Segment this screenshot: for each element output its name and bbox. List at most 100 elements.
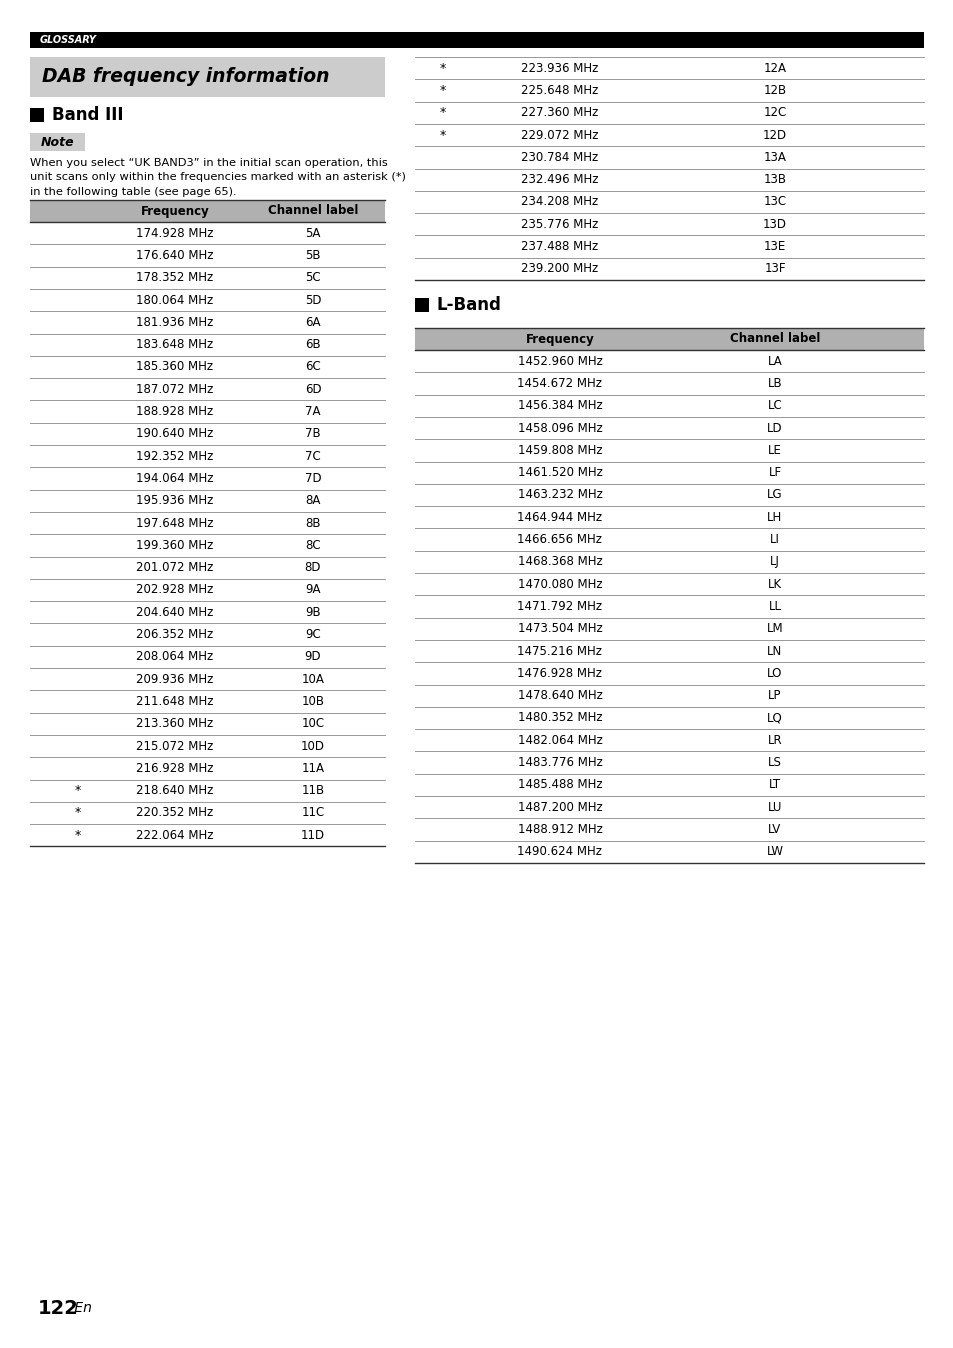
- Text: Channel label: Channel label: [268, 205, 357, 217]
- Text: 213.360 MHz: 213.360 MHz: [136, 717, 213, 731]
- Bar: [30, 57, 385, 97]
- Text: Frequency: Frequency: [140, 205, 209, 217]
- Text: 188.928 MHz: 188.928 MHz: [136, 404, 213, 418]
- Text: 180.064 MHz: 180.064 MHz: [136, 294, 213, 306]
- Text: 6C: 6C: [305, 360, 320, 373]
- Text: 1464.944 MHz: 1464.944 MHz: [517, 511, 602, 524]
- Text: 6B: 6B: [305, 338, 320, 350]
- Text: 1458.096 MHz: 1458.096 MHz: [517, 422, 601, 434]
- Text: L-Band: L-Band: [436, 297, 501, 314]
- Text: 13C: 13C: [762, 195, 785, 209]
- Text: LQ: LQ: [766, 712, 782, 724]
- Text: 174.928 MHz: 174.928 MHz: [136, 226, 213, 240]
- Text: 1490.624 MHz: 1490.624 MHz: [517, 845, 602, 859]
- Bar: [30, 133, 85, 151]
- Text: 1482.064 MHz: 1482.064 MHz: [517, 733, 601, 747]
- Text: 1478.640 MHz: 1478.640 MHz: [517, 689, 601, 702]
- Text: 195.936 MHz: 195.936 MHz: [136, 495, 213, 507]
- Text: 12A: 12A: [762, 62, 785, 74]
- Text: Channel label: Channel label: [729, 333, 820, 345]
- Text: *: *: [439, 106, 446, 119]
- Text: En: En: [70, 1301, 91, 1316]
- Bar: [415, 298, 429, 311]
- Text: 122: 122: [38, 1298, 79, 1317]
- Text: 6A: 6A: [305, 315, 320, 329]
- Text: 235.776 MHz: 235.776 MHz: [520, 218, 598, 231]
- Text: 215.072 MHz: 215.072 MHz: [136, 740, 213, 752]
- Text: *: *: [74, 806, 81, 820]
- Text: 239.200 MHz: 239.200 MHz: [521, 263, 598, 275]
- Text: LV: LV: [767, 822, 781, 836]
- Text: 9D: 9D: [304, 650, 321, 663]
- Text: 13B: 13B: [762, 173, 785, 186]
- Text: LR: LR: [767, 733, 781, 747]
- Text: 10D: 10D: [301, 740, 325, 752]
- Bar: [30, 200, 385, 222]
- Text: LJ: LJ: [769, 555, 780, 569]
- Text: LA: LA: [767, 355, 781, 368]
- Text: *: *: [439, 84, 446, 97]
- Text: 187.072 MHz: 187.072 MHz: [136, 383, 213, 396]
- Text: 9A: 9A: [305, 584, 320, 596]
- Text: 1485.488 MHz: 1485.488 MHz: [517, 778, 601, 791]
- Text: 1471.792 MHz: 1471.792 MHz: [517, 600, 602, 613]
- Text: LU: LU: [767, 801, 781, 814]
- Text: 225.648 MHz: 225.648 MHz: [520, 84, 598, 97]
- Text: 220.352 MHz: 220.352 MHz: [136, 806, 213, 820]
- Text: LG: LG: [766, 488, 782, 501]
- Text: LW: LW: [765, 845, 782, 859]
- Text: 223.936 MHz: 223.936 MHz: [520, 62, 598, 74]
- Text: 13E: 13E: [763, 240, 785, 253]
- Text: 1461.520 MHz: 1461.520 MHz: [517, 466, 601, 479]
- Text: 9C: 9C: [305, 628, 320, 642]
- Text: 12B: 12B: [762, 84, 785, 97]
- Text: 230.784 MHz: 230.784 MHz: [521, 151, 598, 164]
- Text: 204.640 MHz: 204.640 MHz: [136, 605, 213, 619]
- Text: 10B: 10B: [301, 696, 324, 708]
- Text: 211.648 MHz: 211.648 MHz: [136, 696, 213, 708]
- Text: LK: LK: [767, 578, 781, 590]
- Text: LL: LL: [768, 600, 781, 613]
- Text: *: *: [439, 128, 446, 142]
- Text: 8A: 8A: [305, 495, 320, 507]
- Text: 12D: 12D: [762, 128, 786, 142]
- Text: 192.352 MHz: 192.352 MHz: [136, 450, 213, 462]
- Text: 183.648 MHz: 183.648 MHz: [136, 338, 213, 350]
- Text: 1468.368 MHz: 1468.368 MHz: [517, 555, 601, 569]
- Text: 208.064 MHz: 208.064 MHz: [136, 650, 213, 663]
- Text: 206.352 MHz: 206.352 MHz: [136, 628, 213, 642]
- Text: 7C: 7C: [305, 450, 320, 462]
- Text: 8C: 8C: [305, 539, 320, 551]
- Text: 1459.808 MHz: 1459.808 MHz: [517, 443, 601, 457]
- Text: Note: Note: [41, 136, 74, 148]
- Text: 197.648 MHz: 197.648 MHz: [136, 516, 213, 530]
- Text: DAB frequency information: DAB frequency information: [42, 67, 329, 86]
- Text: 227.360 MHz: 227.360 MHz: [520, 106, 598, 119]
- Text: 10C: 10C: [301, 717, 324, 731]
- Text: 1463.232 MHz: 1463.232 MHz: [517, 488, 601, 501]
- Text: 199.360 MHz: 199.360 MHz: [136, 539, 213, 551]
- Text: 1487.200 MHz: 1487.200 MHz: [517, 801, 601, 814]
- Text: LF: LF: [767, 466, 781, 479]
- Text: 218.640 MHz: 218.640 MHz: [136, 785, 213, 797]
- Text: 13F: 13F: [763, 263, 785, 275]
- Text: 8B: 8B: [305, 516, 320, 530]
- Bar: [415, 328, 923, 350]
- Text: 11D: 11D: [300, 829, 325, 841]
- Text: LD: LD: [766, 422, 782, 434]
- Text: Frequency: Frequency: [525, 333, 594, 345]
- Text: LP: LP: [767, 689, 781, 702]
- Text: 1470.080 MHz: 1470.080 MHz: [517, 578, 601, 590]
- Text: 190.640 MHz: 190.640 MHz: [136, 427, 213, 441]
- Text: 5C: 5C: [305, 271, 320, 284]
- Text: 1473.504 MHz: 1473.504 MHz: [517, 623, 601, 635]
- Bar: [30, 32, 923, 49]
- Text: LI: LI: [769, 532, 780, 546]
- Text: Band III: Band III: [52, 106, 123, 124]
- Text: 216.928 MHz: 216.928 MHz: [136, 762, 213, 775]
- Text: 185.360 MHz: 185.360 MHz: [136, 360, 213, 373]
- Text: 6D: 6D: [304, 383, 321, 396]
- Text: LO: LO: [766, 667, 781, 679]
- Text: 5B: 5B: [305, 249, 320, 262]
- Text: 11A: 11A: [301, 762, 324, 775]
